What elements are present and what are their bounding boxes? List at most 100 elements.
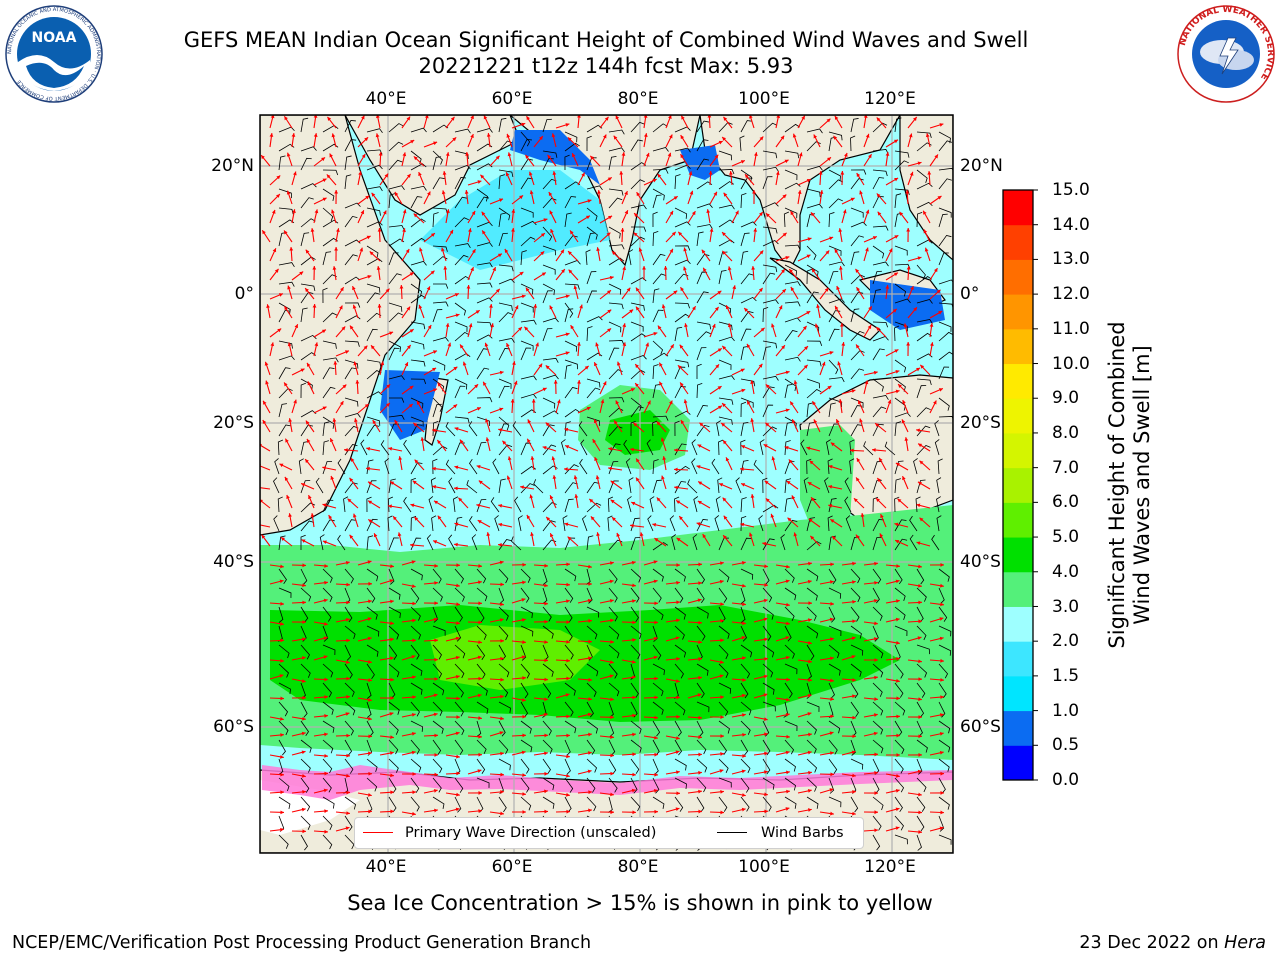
wave-direction-arrowhead bbox=[680, 287, 684, 292]
wave-direction-arrow bbox=[574, 285, 579, 300]
wave-direction-arrow bbox=[401, 385, 414, 395]
wind-barb bbox=[630, 162, 647, 171]
wave-direction-arrowhead bbox=[720, 638, 724, 643]
wind-barb bbox=[322, 663, 334, 678]
wind-barb bbox=[938, 720, 951, 734]
wind-barb bbox=[300, 534, 306, 551]
wind-barb bbox=[542, 663, 554, 677]
wave-direction-arrowhead bbox=[406, 173, 411, 178]
wave-direction-arrow bbox=[839, 266, 843, 281]
wave-direction-arrowhead bbox=[903, 323, 908, 328]
wave-direction-arrow bbox=[313, 581, 328, 585]
wave-direction-arrowhead bbox=[852, 619, 856, 624]
wind-barb bbox=[696, 682, 705, 699]
wave-direction-arrow bbox=[679, 382, 689, 395]
wind-barb bbox=[718, 169, 735, 175]
wave-direction-arrowhead bbox=[790, 286, 795, 291]
wave-direction-arrowhead bbox=[530, 456, 535, 460]
wind-barb bbox=[824, 477, 830, 494]
wave-direction-arrow bbox=[753, 287, 764, 300]
wave-direction-arrow bbox=[577, 172, 586, 186]
wave-direction-arrow bbox=[553, 171, 557, 186]
wind-barb bbox=[278, 126, 295, 133]
wave-direction-arrow bbox=[379, 331, 394, 338]
wind-barb bbox=[344, 276, 361, 285]
wave-direction-arrow bbox=[725, 305, 733, 319]
wind-barb bbox=[298, 458, 304, 475]
wave-direction-arrowhead bbox=[636, 458, 640, 463]
wave-direction-arrowhead bbox=[432, 428, 436, 433]
wave-direction-arrowhead bbox=[680, 135, 685, 140]
wave-direction-arrowhead bbox=[434, 733, 438, 738]
wave-direction-arrow bbox=[489, 583, 505, 586]
wave-direction-arrowhead bbox=[722, 403, 726, 407]
wave-direction-arrow bbox=[489, 695, 504, 699]
wave-direction-arrowhead bbox=[829, 637, 834, 642]
wave-direction-arrow bbox=[665, 658, 680, 661]
wave-direction-arrow bbox=[441, 247, 447, 262]
wind-barb bbox=[608, 587, 618, 603]
wave-direction-arrowhead bbox=[742, 656, 746, 661]
wave-direction-arrow bbox=[878, 457, 887, 471]
wave-direction-arrow bbox=[894, 539, 909, 547]
wind-barb bbox=[784, 416, 797, 429]
wave-direction-arrowhead bbox=[552, 171, 557, 175]
wave-direction-arrowhead bbox=[410, 140, 415, 144]
wave-direction-arrowhead bbox=[434, 677, 438, 681]
wave-direction-arrow bbox=[841, 811, 856, 815]
wave-direction-arrow bbox=[352, 304, 359, 319]
wave-direction-arrow bbox=[863, 562, 878, 566]
wave-direction-arrowhead bbox=[302, 620, 306, 624]
wind-barb bbox=[520, 393, 537, 399]
wind-barb bbox=[410, 477, 416, 494]
wind-barb bbox=[586, 739, 596, 755]
wind-barb bbox=[388, 701, 400, 715]
wave-direction-arrowhead bbox=[720, 810, 724, 815]
wind-barb bbox=[692, 534, 698, 551]
wave-direction-arrow bbox=[643, 400, 651, 414]
wind-barb bbox=[582, 515, 588, 532]
wind-barb bbox=[735, 477, 742, 494]
wave-direction-arrowhead bbox=[765, 422, 770, 427]
wave-direction-arrowhead bbox=[261, 155, 265, 160]
wind-barb bbox=[322, 606, 332, 622]
wave-direction-arrowhead bbox=[573, 285, 578, 290]
east-asia-land bbox=[899, 115, 953, 261]
wave-direction-arrowhead bbox=[896, 640, 900, 645]
wind-barb bbox=[844, 477, 852, 494]
wave-direction-arrow bbox=[894, 523, 909, 528]
wave-direction-arrow bbox=[291, 171, 297, 186]
wave-direction-arrowhead bbox=[476, 407, 481, 411]
wave-direction-arrow bbox=[621, 773, 637, 776]
wave-direction-arrowhead bbox=[456, 583, 460, 588]
wave-direction-arrow bbox=[885, 370, 900, 376]
wave-direction-arrow bbox=[313, 754, 328, 757]
wave-direction-arrowhead bbox=[390, 656, 394, 661]
wave-direction-arrow bbox=[401, 560, 416, 566]
wave-direction-arrowhead bbox=[388, 504, 392, 509]
wave-direction-arrowhead bbox=[588, 790, 592, 795]
colorbar-tick: 0.0 bbox=[1052, 770, 1080, 790]
wave-direction-arrow bbox=[533, 232, 546, 243]
wave-direction-arrowhead bbox=[816, 304, 820, 309]
wind-barb bbox=[344, 625, 356, 640]
wind-barb bbox=[894, 359, 907, 373]
wave-direction-arrowhead bbox=[544, 601, 548, 606]
wind-barb bbox=[498, 644, 506, 661]
wave-direction-arrowhead bbox=[923, 210, 927, 215]
wind-barb bbox=[938, 366, 950, 380]
wind-barb bbox=[278, 424, 291, 437]
wind-barb bbox=[608, 568, 618, 584]
wave-direction-arrowhead bbox=[659, 362, 663, 367]
wave-direction-arrowhead bbox=[910, 286, 914, 291]
wind-barb bbox=[520, 796, 532, 811]
wave-direction-arrowhead bbox=[265, 380, 269, 385]
wave-direction-arrowhead bbox=[279, 674, 284, 678]
wave-direction-arrowhead bbox=[390, 637, 394, 642]
wave-direction-arrowhead bbox=[279, 463, 284, 468]
wave-direction-arrow bbox=[788, 268, 799, 281]
wave-direction-arrowhead bbox=[588, 582, 592, 586]
wave-direction-arrow bbox=[313, 621, 328, 626]
wave-direction-arrow bbox=[432, 429, 447, 433]
wave-direction-arrowhead bbox=[929, 342, 934, 347]
